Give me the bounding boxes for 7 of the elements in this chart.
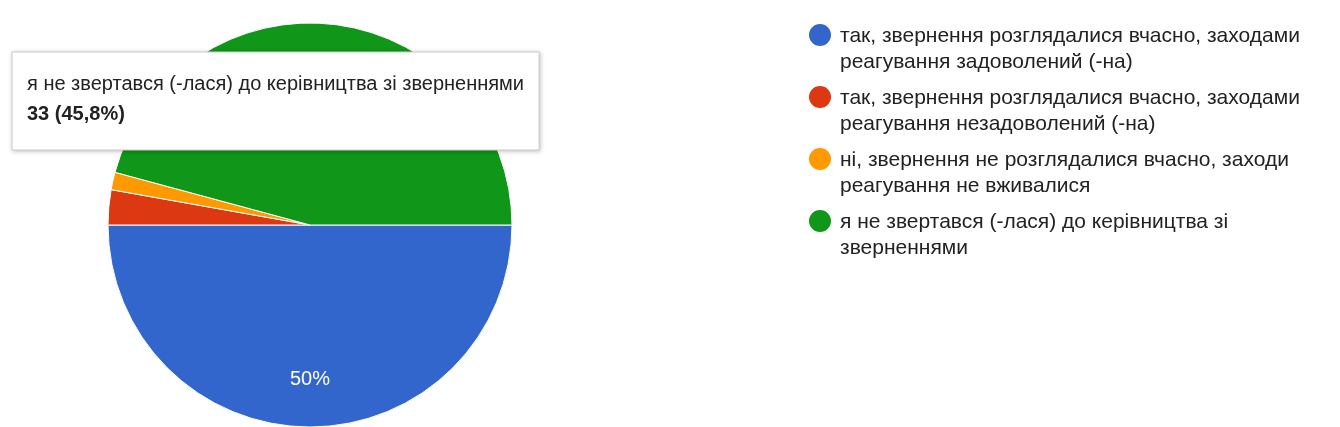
legend-label: так, звернення розглядалися вчасно, заходами реагування незадоволений (-на): [840, 85, 1300, 134]
legend-label: так, звернення розглядалися вчасно, заходами реагування задоволений (-на): [840, 23, 1300, 72]
text: 33 (45,8%): [27, 102, 125, 124]
data-label: 50%: [289, 367, 331, 390]
legend-label: ні, звернення не розглядалися вчасно, заходи реагування не вживалися: [840, 147, 1289, 196]
legend-label: я не звертався (-лася) до керівництва зі зверненнями: [840, 209, 1229, 258]
text: я не звертався (-лася) до керівництва зі зверненнями: [27, 72, 525, 94]
